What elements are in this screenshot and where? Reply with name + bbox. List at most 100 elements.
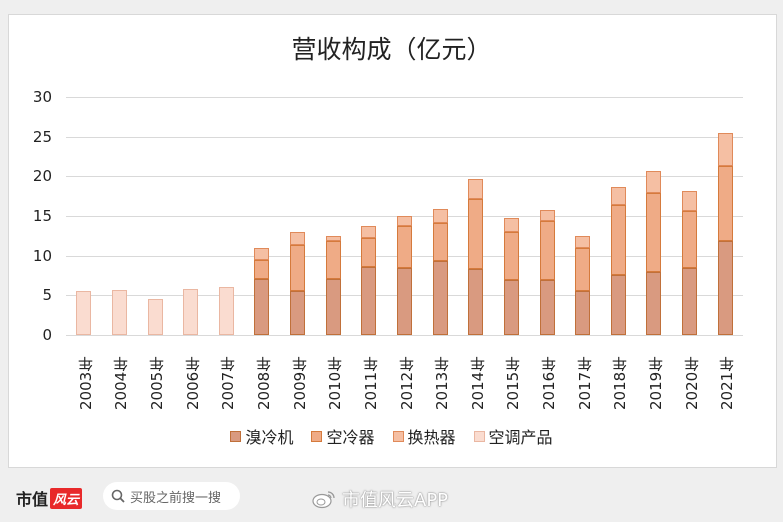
bar-segment: [646, 192, 662, 273]
x-tick-label: 2008年: [254, 356, 273, 410]
bar-segment: [147, 298, 163, 335]
legend-item[interactable]: 换热器: [392, 424, 456, 448]
gridline: [66, 176, 743, 178]
brand-text: 市值: [16, 490, 49, 509]
weibo-watermark: 市值风云APP: [312, 486, 448, 512]
bar-segment: [468, 178, 484, 200]
weibo-icon: [312, 491, 335, 509]
search-placeholder: 买股之前搜一搜: [130, 490, 222, 506]
bar-segment: [717, 241, 733, 335]
brand-logo-mark: 风云: [50, 487, 83, 509]
x-tick-label: 2010年: [326, 356, 345, 410]
legend-swatch: [392, 430, 404, 442]
x-tick-label: 2021年: [718, 356, 737, 410]
bar-segment: [183, 288, 199, 335]
bar-segment: [218, 287, 234, 335]
legend-swatch: [311, 430, 323, 442]
bar-segment: [503, 280, 519, 335]
legend-label: 换热器: [407, 428, 456, 447]
bar-segment: [397, 225, 412, 269]
bar-segment: [254, 259, 270, 279]
bar-segment: [361, 266, 377, 335]
bar-segment: [646, 170, 662, 193]
bar-segment: [682, 191, 698, 212]
bar-segment: [397, 268, 412, 335]
chart-title: 营收构成（亿元）: [291, 35, 492, 64]
bar-segment: [111, 289, 127, 335]
chart-legend: 溴冷机 空冷器 换热器 空调产品: [0, 424, 783, 448]
bar-segment: [397, 216, 412, 226]
bar-segment: [325, 235, 341, 242]
footer: 市值 风云 买股之前搜一搜 市值风云APP: [0, 478, 783, 518]
bar-segment: [717, 133, 733, 166]
y-tick-label: 15: [32, 207, 52, 225]
bar-segment: [610, 204, 626, 275]
bar-segment: [539, 220, 555, 281]
bar-segment: [468, 269, 484, 335]
bar-segment: [575, 235, 591, 248]
bar-segment: [610, 187, 626, 205]
bar-segment: [717, 166, 733, 242]
x-tick-label: 2018年: [611, 356, 630, 410]
search-box[interactable]: 买股之前搜一搜: [103, 482, 240, 510]
bar-segment: [325, 279, 341, 335]
y-tick-label: 20: [32, 167, 52, 186]
gridline: [66, 136, 743, 138]
bar-segment: [503, 231, 519, 281]
bar-segment: [254, 247, 270, 260]
legend-item[interactable]: 空调产品: [473, 424, 553, 448]
bar-segment: [254, 278, 270, 335]
legend-item[interactable]: 空冷器: [311, 424, 375, 448]
bar-segment: [325, 241, 341, 280]
x-tick-label: 2005年: [148, 356, 167, 410]
x-tick-label: 2004年: [112, 356, 131, 410]
bar-segment: [539, 280, 555, 335]
bar-segment: [468, 199, 484, 270]
bar-segment: [361, 238, 377, 267]
bar-segment: [290, 231, 306, 246]
bar-segment: [539, 209, 555, 221]
legend-label: 溴冷机: [245, 428, 294, 447]
x-tick-label: 2003年: [76, 356, 95, 410]
brand-logo[interactable]: 市值 风云: [16, 486, 83, 510]
x-tick-label: 2009年: [290, 356, 309, 410]
bar-segment: [646, 272, 662, 335]
gridline: [66, 335, 743, 336]
bar-segment: [290, 291, 306, 335]
bar-segment: [575, 290, 591, 335]
search-icon: [111, 489, 125, 503]
weibo-text: 市值风云APP: [342, 490, 449, 511]
legend-swatch: [473, 430, 485, 442]
bar-segment: [575, 247, 591, 291]
bar-segment: [290, 245, 306, 292]
x-tick-label: 2013年: [433, 356, 452, 410]
legend-swatch: [230, 430, 242, 442]
x-tick-label: 2006年: [183, 356, 202, 410]
y-tick-label: 10: [32, 246, 52, 265]
x-tick-label: 2011年: [361, 356, 380, 410]
x-tick-label: 2012年: [397, 356, 416, 410]
legend-label: 空调产品: [488, 428, 553, 447]
x-tick-label: 2017年: [575, 356, 594, 410]
gridline: [66, 97, 743, 98]
bar-segment: [432, 261, 448, 335]
bar-segment: [610, 274, 626, 335]
bar-segment: [432, 223, 448, 262]
x-tick-label: 2015年: [504, 356, 523, 410]
y-tick-label: 0: [42, 326, 52, 344]
legend-item[interactable]: 溴冷机: [230, 424, 293, 448]
y-tick-label: 30: [32, 88, 52, 106]
x-tick-label: 2020年: [682, 356, 701, 410]
bar-segment: [432, 208, 448, 224]
x-tick-label: 2007年: [219, 356, 238, 410]
bar-segment: [682, 211, 698, 269]
bar-segment: [682, 268, 698, 335]
x-tick-label: 2019年: [646, 356, 665, 410]
y-tick-label: 5: [42, 286, 52, 305]
bar-segment: [361, 226, 377, 239]
bar-segment: [503, 217, 519, 232]
y-tick-label: 25: [32, 127, 52, 146]
x-tick-label: 2014年: [468, 356, 487, 410]
bar-segment: [76, 290, 92, 335]
legend-label: 空冷器: [326, 428, 375, 447]
